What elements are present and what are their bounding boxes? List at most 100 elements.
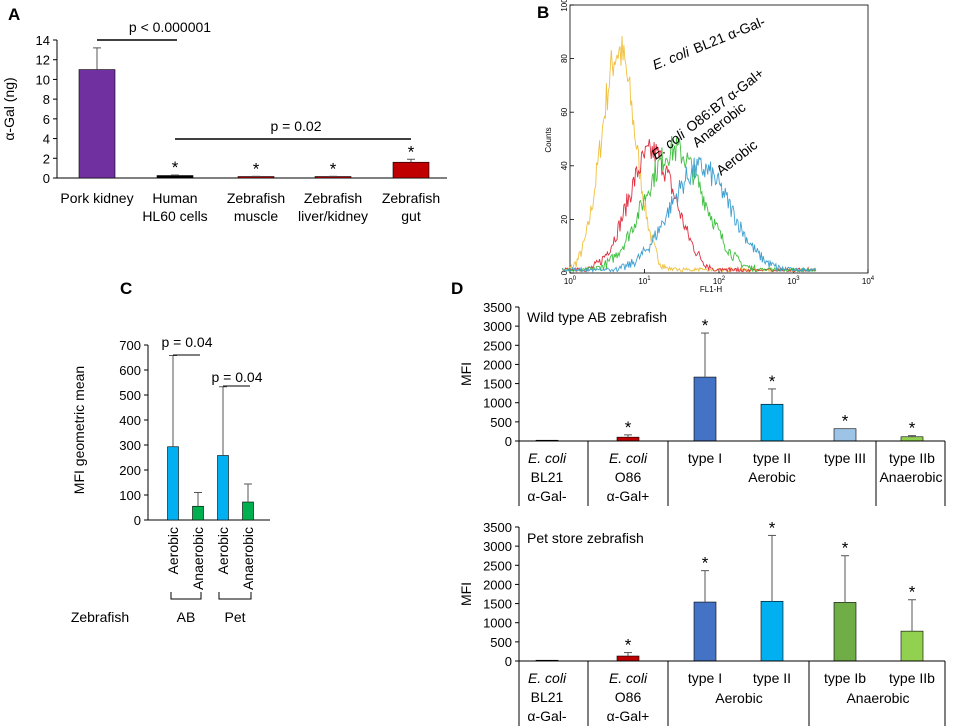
chart-d-top-group-aerobic: Aerobic xyxy=(748,469,795,485)
chart-c-bar xyxy=(167,446,179,521)
chart-d-top-category-strain: O86 xyxy=(615,469,642,485)
chart-d-bottom-significance-star: * xyxy=(842,539,849,558)
chart-d-top-category-agal: α-Gal+ xyxy=(607,488,650,504)
chart-c-ytick-label: 300 xyxy=(119,438,141,453)
chart-d-top-category-strain: BL21 xyxy=(531,469,564,485)
chart-b-ytick-label: 20 xyxy=(560,214,569,223)
chart-d-bottom-category-ecoli: E. coli xyxy=(609,670,648,686)
chart-b-ytick-label: 100 xyxy=(560,0,569,12)
chart-d-bottom-ytick-label: 500 xyxy=(490,635,512,650)
chart-d-bottom-category-strain: BL21 xyxy=(531,689,564,705)
chart-a-category-label: liver/kidney xyxy=(298,208,368,224)
chart-d-top-ytick-label: 1000 xyxy=(483,396,512,411)
chart-d-bottom-category-ecoli: E. coli xyxy=(528,670,567,686)
label-aerobic: Aerobic xyxy=(713,137,760,179)
chart-d-bottom-ytick-label: 1000 xyxy=(483,616,512,631)
chart-d-bottom-category-type: type I xyxy=(688,670,722,686)
chart-b-xtick-label: 102 xyxy=(713,276,726,286)
chart-d-top: Wild type AB zebrafish MFI 0 500 1000 1500 2… xyxy=(458,300,946,506)
chart-c-ytick-label: 0 xyxy=(134,513,141,528)
chart-a-bar xyxy=(78,69,116,179)
y-axis-title-d-top: MFI xyxy=(458,362,474,386)
chart-d-top-ytick-label: 1500 xyxy=(483,377,512,392)
chart-d-bottom-category-strain: O86 xyxy=(615,689,642,705)
chart-d-bottom-category-type: type Ib xyxy=(824,670,866,686)
chart-d-top-bar xyxy=(616,436,640,442)
chart-a-ytick-label: 14 xyxy=(36,33,50,48)
chart-d-bottom-bar xyxy=(900,630,924,662)
chart-d-bottom-group-anaerobic: Anaerobic xyxy=(846,690,909,706)
chart-a-ytick-label: 12 xyxy=(36,53,50,68)
chart-d-top-category-agal: α-Gal- xyxy=(527,488,567,504)
chart-a-ytick-label: 10 xyxy=(36,72,50,87)
chart-c-ytick-label: 400 xyxy=(119,413,141,428)
chart-a-ytick-label: 8 xyxy=(43,92,50,107)
chart-a-significance-star: * xyxy=(172,158,179,177)
group-label-ab: AB xyxy=(177,609,196,625)
chart-d-top-ytick-label: 2000 xyxy=(483,357,512,372)
chart-c: MFI geometric mean 0 100 200 300 400 500 600 70… xyxy=(71,334,270,625)
chart-c-ytick-label: 200 xyxy=(119,463,141,478)
chart-d-bottom-bar xyxy=(616,655,640,662)
panel-label-d: D xyxy=(451,279,463,298)
chart-d-bottom-ytick-label: 2000 xyxy=(483,577,512,592)
group-bracket-pet xyxy=(218,592,252,600)
chart-title-d-top: Wild type AB zebrafish xyxy=(527,309,667,325)
chart-b-xtick-label: 100 xyxy=(564,276,577,286)
chart-d-top-category-ecoli: E. coli xyxy=(528,450,567,466)
chart-a-significance-star: * xyxy=(253,159,260,178)
chart-c-category-label: Aerobic xyxy=(165,527,181,574)
chart-d-bottom-ytick-label: 0 xyxy=(505,654,512,669)
chart-title-d-bottom: Pet store zebrafish xyxy=(527,530,644,546)
chart-a-category-label: Pork kidney xyxy=(60,190,133,206)
chart-d-bottom-significance-star: * xyxy=(909,583,916,602)
chart-c-category-label: Anaerobic xyxy=(190,527,206,590)
chart-a-ytick-label: 2 xyxy=(43,151,50,166)
p-value-c-1: p = 0.04 xyxy=(162,334,213,350)
chart-d-top-significance-star: * xyxy=(702,316,709,335)
chart-a-significance-star: * xyxy=(408,142,415,161)
chart-c-bar xyxy=(217,455,229,521)
panel-label-b: B xyxy=(537,3,549,22)
chart-d-top-category-ecoli: E. coli xyxy=(609,450,648,466)
chart-a-category-label: Human xyxy=(152,190,197,206)
chart-d-bottom-significance-star: * xyxy=(625,636,632,655)
chart-a-category-label: Zebrafish xyxy=(304,190,362,206)
x-axis-title-b: FL1-H xyxy=(700,285,722,294)
panel-label-a: A xyxy=(8,5,20,24)
chart-b-ytick-label: 60 xyxy=(560,107,569,116)
p-value-a-1: p < 0.000001 xyxy=(129,19,211,35)
chart-d-bottom-ytick-label: 1500 xyxy=(483,597,512,612)
chart-a-category-label: muscle xyxy=(234,208,279,224)
chart-c-ytick-label: 100 xyxy=(119,488,141,503)
chart-b-ytick-label: 40 xyxy=(560,161,569,170)
zebrafish-group-label: Zebrafish xyxy=(71,609,129,625)
chart-a-bar xyxy=(392,161,430,179)
chart-d-bottom-category-type: type II xyxy=(753,670,791,686)
chart-a-ytick-label: 4 xyxy=(43,132,50,147)
chart-c-bar xyxy=(192,505,204,521)
chart-a-ytick-label: 6 xyxy=(43,112,50,127)
chart-b-series-line xyxy=(562,36,817,273)
chart-d-top-ytick-label: 3500 xyxy=(483,300,512,315)
label-bl21: E. coliBL21 α-Gal- xyxy=(650,13,767,73)
chart-d-top-significance-star: * xyxy=(842,412,849,431)
category-table-d-top: E. coli BL21 α-Gal- E. coli O86 α-Gal+ type I t… xyxy=(518,440,946,506)
chart-d-top-significance-star: * xyxy=(909,419,916,438)
chart-d-bottom-ytick-label: 3000 xyxy=(483,539,512,554)
chart-d-top-category-type: type III xyxy=(824,450,866,466)
chart-d-bottom-bar xyxy=(693,601,717,662)
chart-d-top-ytick-label: 0 xyxy=(505,434,512,449)
chart-a-category-label: gut xyxy=(401,208,421,224)
y-axis-title-a: α-Gal (ng) xyxy=(1,77,17,140)
chart-b-series-line xyxy=(562,156,817,273)
chart-d-bottom-ytick-label: 2500 xyxy=(483,558,512,573)
y-axis-title-c: MFI geometric mean xyxy=(71,366,87,494)
chart-b-series-line xyxy=(562,135,817,273)
chart-d-bottom-significance-star: * xyxy=(702,554,709,573)
chart-d-top-category-type: type IIb xyxy=(889,450,935,466)
chart-d-bottom-group-aerobic: Aerobic xyxy=(715,690,762,706)
chart-b-xtick-label: 101 xyxy=(638,276,651,286)
chart-d-top-group-anaerobic: Anaerobic xyxy=(879,469,942,485)
